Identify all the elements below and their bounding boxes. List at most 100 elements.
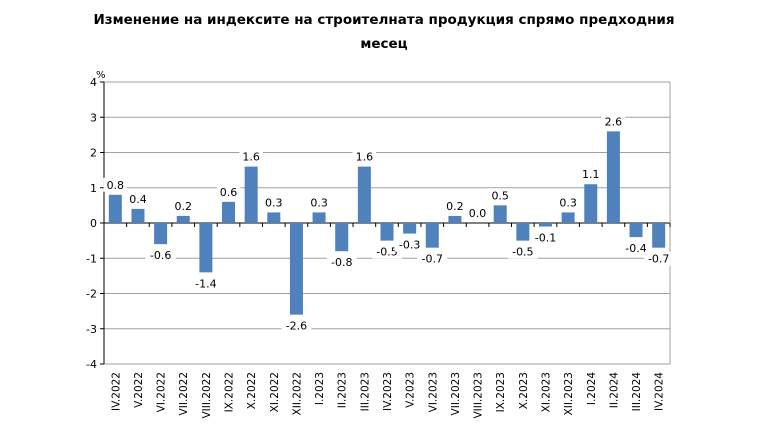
x-tick-label: IV.2024 (654, 372, 666, 411)
data-label: 0.3 (310, 196, 328, 209)
x-tick-label: II.2024 (608, 372, 620, 409)
x-tick-label: XII.2022 (291, 372, 303, 415)
data-label-bg (372, 244, 402, 259)
data-label: 0.0 (469, 207, 487, 220)
bar (335, 223, 349, 252)
y-tick-label: -2 (86, 288, 97, 301)
bar (244, 166, 258, 223)
data-label: -1.4 (195, 277, 216, 290)
data-label-bg (579, 167, 603, 182)
data-label: 1.6 (356, 151, 374, 164)
bar (403, 223, 417, 234)
data-label: 1.6 (242, 151, 260, 164)
x-tick-label: IX.2023 (495, 372, 507, 412)
bar (606, 131, 620, 223)
bar (176, 215, 190, 223)
bar (312, 212, 326, 223)
data-label: 0.8 (107, 179, 125, 192)
data-label: 2.6 (605, 115, 623, 128)
chart-title: Изменение на индексите на строителната п… (0, 8, 768, 56)
y-tick-label: -4 (86, 358, 97, 371)
bar (289, 223, 303, 315)
x-tick-label: IV.2023 (382, 372, 394, 411)
data-label: -0.3 (399, 239, 420, 252)
data-label-bg (465, 206, 490, 220)
data-label-bg (488, 188, 512, 203)
bar (538, 223, 552, 227)
data-label: -0.5 (512, 246, 533, 259)
chart-title-line-2: месец (360, 36, 408, 52)
x-tick-label: III.2024 (631, 372, 643, 412)
bar (425, 223, 439, 248)
x-tick-label: II.2023 (337, 372, 349, 408)
bar (561, 212, 575, 223)
data-label: -0.7 (648, 253, 669, 266)
y-tick-label: 2 (90, 147, 97, 160)
x-tick-label: V.2023 (405, 372, 417, 408)
x-tick-label: XI.2023 (540, 372, 552, 412)
data-label-bg (621, 241, 652, 256)
x-tick-label: III.2023 (359, 372, 371, 411)
data-label: -2.6 (286, 320, 307, 333)
bar (154, 223, 168, 245)
y-tick-label: -1 (86, 252, 97, 265)
bar (493, 205, 507, 223)
x-tick-label: XI.2022 (269, 372, 281, 412)
bar (131, 208, 145, 223)
x-tick-label: VIII.2023 (473, 372, 485, 419)
data-label-bg (307, 195, 331, 210)
data-label-bg (556, 195, 580, 210)
data-label-bg (326, 255, 357, 270)
data-label-bg (443, 198, 467, 213)
data-label: -0.5 (376, 246, 397, 259)
y-axis-unit: % (96, 70, 106, 81)
y-tick-label: 1 (90, 182, 97, 195)
x-tick-label: V.2022 (133, 372, 145, 408)
bar (357, 166, 371, 223)
data-label-bg (394, 237, 425, 252)
x-tick-label: VII.2022 (178, 372, 190, 415)
bar (199, 223, 213, 273)
data-label-bg (262, 195, 286, 210)
x-tick-label: X.2022 (246, 372, 258, 409)
bar (380, 223, 394, 241)
data-label: -0.7 (422, 253, 443, 266)
y-tick-label: 0 (90, 217, 97, 230)
bar (448, 215, 462, 223)
data-label: 0.4 (129, 193, 147, 206)
data-label: 0.2 (174, 200, 192, 213)
y-tick-label: -3 (86, 323, 97, 336)
x-tick-label: VI.2022 (156, 372, 168, 412)
data-label: 0.3 (559, 196, 577, 209)
data-label: 0.2 (446, 200, 464, 213)
chart-title-line-1: Изменение на индексите на строителната п… (93, 12, 675, 28)
bar (652, 223, 666, 248)
x-tick-label: VIII.2022 (201, 372, 213, 419)
x-tick-label: VII.2023 (450, 372, 462, 415)
data-label-bg (216, 184, 241, 199)
data-label: 1.1 (582, 168, 600, 181)
x-tick-label: IX.2022 (224, 372, 236, 412)
data-label-bg (171, 198, 195, 213)
data-label-bg (126, 191, 150, 206)
data-label-bg (239, 149, 263, 164)
data-label-bg (601, 114, 626, 129)
data-label: -0.6 (150, 249, 171, 262)
data-label-bg (145, 248, 176, 263)
bar (108, 194, 122, 223)
data-label-bg (190, 276, 221, 291)
data-label-bg (643, 251, 674, 266)
x-tick-label: I.2023 (314, 372, 326, 405)
data-label-bg (530, 230, 561, 245)
x-tick-label: XII.2023 (563, 372, 575, 415)
data-label: -0.8 (331, 256, 352, 269)
data-label: -0.4 (625, 242, 646, 255)
x-tick-label: X.2023 (518, 372, 530, 409)
data-label: 0.5 (491, 189, 509, 202)
data-label-bg (352, 149, 377, 164)
x-tick-label: VI.2023 (427, 372, 439, 412)
bar (222, 201, 236, 223)
y-tick-label: 4 (90, 76, 97, 89)
bar (629, 223, 643, 238)
